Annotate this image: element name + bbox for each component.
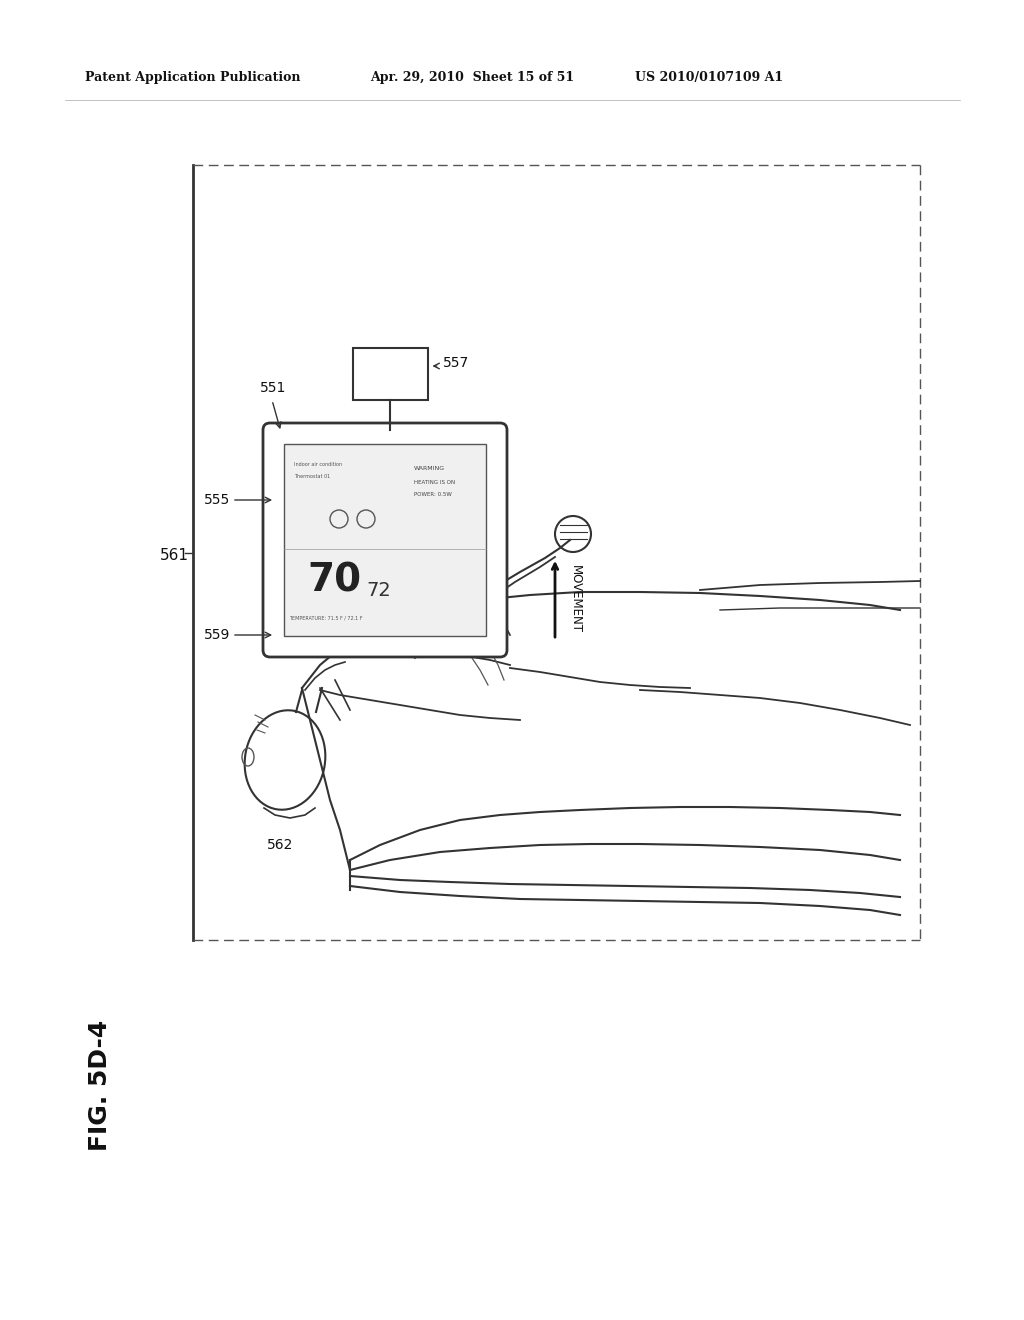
Text: MOVEMENT: MOVEMENT [569, 565, 582, 634]
Text: Thermostat 01: Thermostat 01 [294, 474, 331, 479]
Text: Patent Application Publication: Patent Application Publication [85, 71, 300, 84]
Text: 561: 561 [160, 548, 188, 562]
Text: TEMPERATURE: 71.5 F / 72.1 F: TEMPERATURE: 71.5 F / 72.1 F [289, 615, 362, 620]
Text: HEATING IS ON: HEATING IS ON [414, 479, 455, 484]
Text: 562: 562 [267, 838, 293, 851]
Text: 72: 72 [367, 582, 391, 601]
Bar [284, 444, 486, 636]
Text: WARMING: WARMING [414, 466, 445, 471]
Text: POWER: 0.5W: POWER: 0.5W [414, 491, 452, 496]
Text: Indoor air condition: Indoor air condition [294, 462, 342, 466]
Text: Apr. 29, 2010  Sheet 15 of 51: Apr. 29, 2010 Sheet 15 of 51 [370, 71, 574, 84]
Text: 557: 557 [442, 356, 469, 370]
Bar [352, 348, 427, 400]
Text: US 2010/0107109 A1: US 2010/0107109 A1 [635, 71, 783, 84]
Text: 555: 555 [204, 492, 230, 507]
Text: 70: 70 [307, 562, 361, 601]
Text: 551: 551 [260, 381, 287, 395]
FancyBboxPatch shape [263, 422, 507, 657]
Text: 559: 559 [204, 628, 230, 642]
Text: FIG. 5D-4: FIG. 5D-4 [88, 1019, 112, 1151]
